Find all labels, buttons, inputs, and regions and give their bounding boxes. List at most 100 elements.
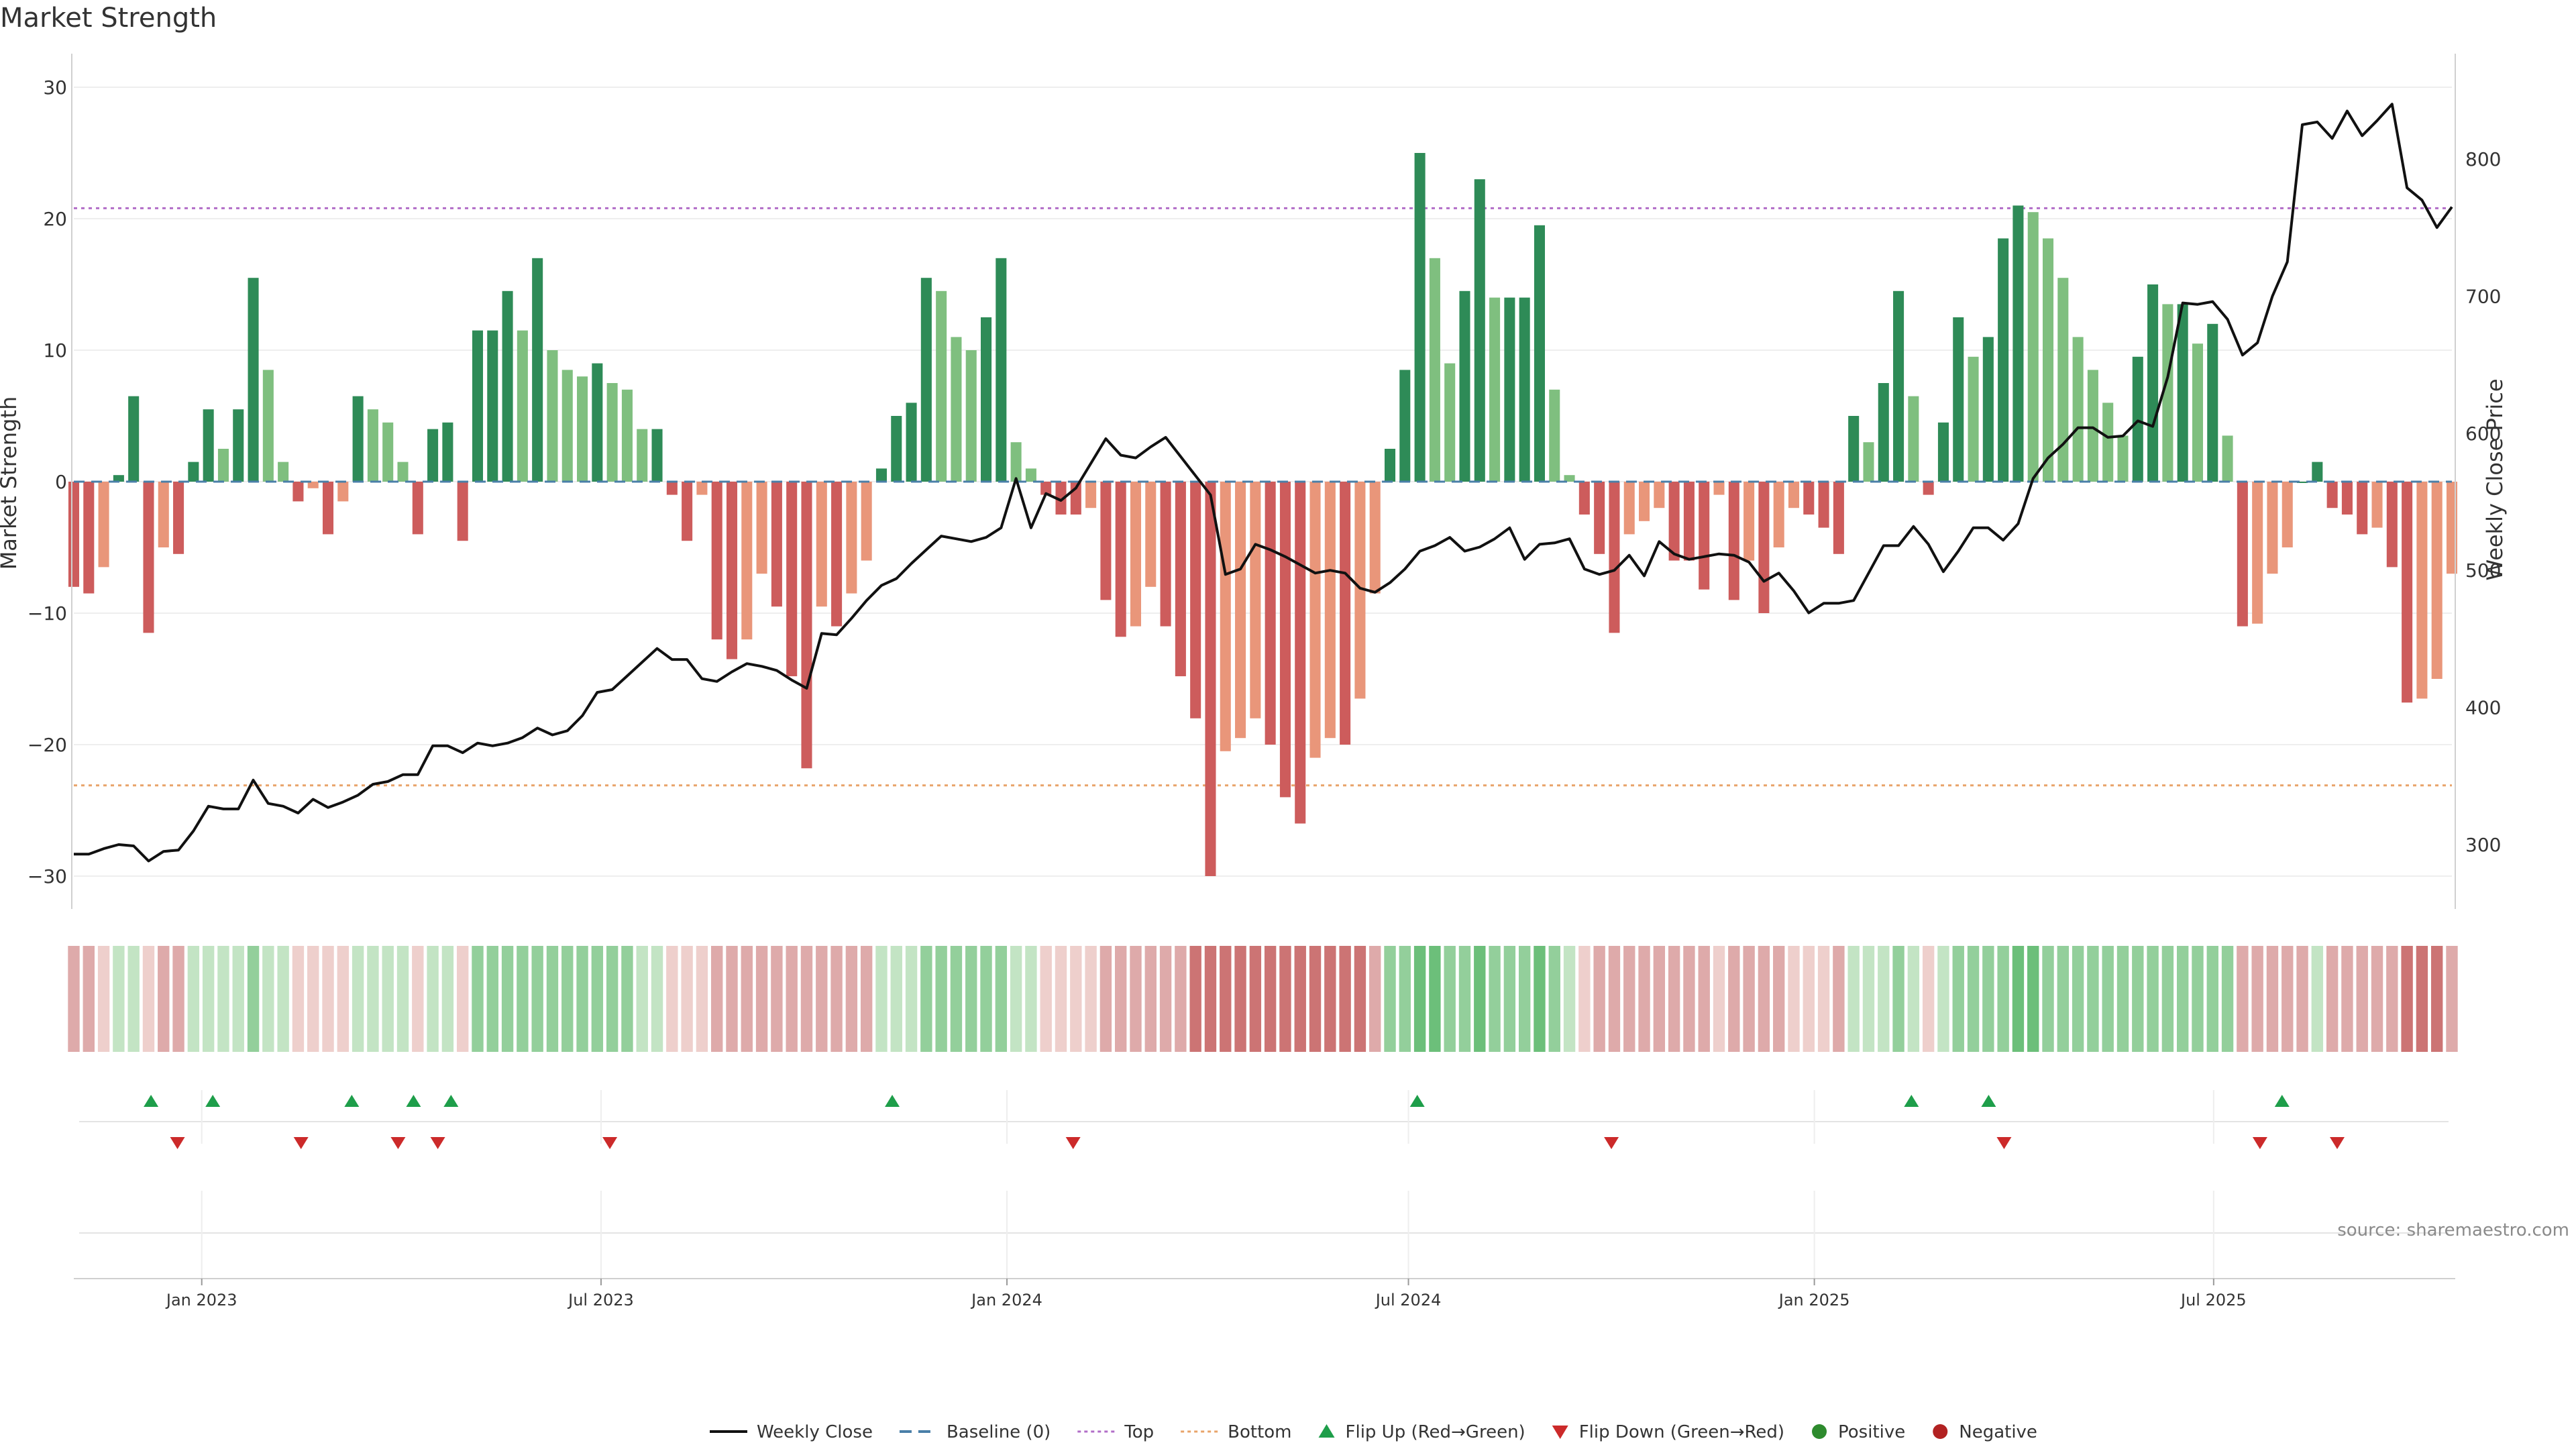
strength-bar bbox=[1115, 482, 1126, 637]
trend-cell bbox=[1623, 946, 1635, 1052]
strength-bar bbox=[2297, 482, 2308, 483]
trend-cell bbox=[1070, 946, 1082, 1052]
trend-cell bbox=[1653, 946, 1666, 1052]
flip-up-marker bbox=[406, 1095, 421, 1107]
trend-cell bbox=[1309, 946, 1322, 1052]
strength-bar bbox=[547, 350, 558, 482]
strength-bar bbox=[2087, 370, 2098, 482]
strength-bar bbox=[592, 363, 603, 482]
legend-label: Positive bbox=[1838, 1422, 1905, 1442]
strength-bar bbox=[1878, 383, 1889, 482]
trend-cell bbox=[726, 946, 738, 1052]
legend-label: Flip Up (Red→Green) bbox=[1346, 1422, 1525, 1442]
strength-bar bbox=[846, 482, 857, 594]
trend-cell bbox=[651, 946, 663, 1052]
flip-up-marker bbox=[205, 1095, 221, 1107]
trend-cell bbox=[307, 946, 319, 1052]
y-tick-label-right: 300 bbox=[2465, 834, 2501, 856]
strength-bar bbox=[936, 290, 947, 482]
trend-cell bbox=[83, 946, 95, 1052]
trend-cell bbox=[1085, 946, 1097, 1052]
flip-down-marker bbox=[2329, 1137, 2345, 1149]
strength-bar bbox=[861, 482, 872, 561]
strength-bar bbox=[412, 482, 423, 535]
trend-cell bbox=[1862, 946, 1875, 1052]
legend-swatch bbox=[1318, 1424, 1335, 1438]
trend-cell bbox=[68, 946, 80, 1052]
strength-bar bbox=[1578, 482, 1590, 515]
trend-cell bbox=[1713, 946, 1725, 1052]
strength-bar bbox=[68, 482, 80, 587]
trend-cell bbox=[1907, 946, 1920, 1052]
y-tick-label-right: 700 bbox=[2465, 285, 2501, 307]
strength-bar bbox=[2341, 482, 2353, 515]
weekly-close-line bbox=[74, 103, 2453, 863]
strength-bar bbox=[203, 409, 214, 482]
trend-cell bbox=[1548, 946, 1560, 1052]
trend-cell bbox=[2132, 946, 2144, 1052]
trend-cell bbox=[2386, 946, 2398, 1052]
strength-bar bbox=[621, 389, 633, 482]
strength-bar bbox=[2282, 482, 2293, 547]
reference-lines bbox=[74, 207, 2452, 787]
strength-bar bbox=[906, 402, 917, 482]
trend-cell bbox=[1997, 946, 2009, 1052]
strength-bar bbox=[996, 258, 1007, 482]
trend-cell bbox=[217, 946, 229, 1052]
strength-bar bbox=[248, 278, 259, 482]
strength-bar bbox=[2252, 482, 2263, 624]
trend-cell bbox=[2251, 946, 2263, 1052]
strength-bar bbox=[1160, 482, 1171, 627]
strength-bar bbox=[651, 429, 663, 482]
strength-bar bbox=[457, 482, 468, 541]
trend-cell bbox=[2446, 946, 2458, 1052]
trend-cell bbox=[546, 946, 559, 1052]
trend-cell bbox=[2431, 946, 2443, 1052]
x-tick-label: Jul 2024 bbox=[1375, 1291, 1442, 1309]
trend-cell bbox=[187, 946, 200, 1052]
chart-title: Market Strength bbox=[0, 3, 217, 34]
strength-bar bbox=[173, 482, 184, 554]
trend-cell bbox=[456, 946, 469, 1052]
strength-bar bbox=[606, 383, 618, 482]
strength-bar bbox=[1609, 482, 1620, 633]
weekly-close-series bbox=[74, 103, 2453, 863]
trend-cell bbox=[1429, 946, 1441, 1052]
y-tick-label-right: 500 bbox=[2465, 559, 2501, 582]
trend-cell bbox=[875, 946, 888, 1052]
flip-up-marker bbox=[1409, 1095, 1425, 1107]
strength-bar bbox=[2012, 205, 2024, 482]
trend-cell bbox=[1608, 946, 1621, 1052]
trend-cell bbox=[1503, 946, 1516, 1052]
strength-bar bbox=[682, 482, 693, 541]
trend-cell bbox=[1249, 946, 1262, 1052]
strength-bar bbox=[128, 396, 140, 482]
trend-cell bbox=[1444, 946, 1456, 1052]
strength-bar bbox=[158, 482, 169, 547]
strength-bar bbox=[1384, 449, 1396, 482]
trend-cell bbox=[1294, 946, 1306, 1052]
x-tick-label: Jan 2025 bbox=[1778, 1291, 1850, 1309]
flip-up-marker bbox=[2274, 1095, 2290, 1107]
gridlines bbox=[74, 87, 2452, 877]
legend-label: Bottom bbox=[1228, 1422, 1291, 1442]
strength-bar bbox=[2192, 343, 2204, 482]
strength-bar bbox=[367, 409, 378, 482]
strength-bar bbox=[577, 376, 588, 482]
strength-bar bbox=[1668, 482, 1680, 561]
strength-bar bbox=[1190, 482, 1201, 718]
strength-bar bbox=[1893, 290, 1904, 482]
strength-bar bbox=[1040, 482, 1052, 495]
trend-cell bbox=[2416, 946, 2428, 1052]
trend-cell bbox=[2311, 946, 2324, 1052]
strength-bar bbox=[666, 482, 678, 495]
strength-bar bbox=[1953, 317, 1964, 482]
trend-cell bbox=[142, 946, 155, 1052]
trend-cell bbox=[711, 946, 723, 1052]
trend-cell bbox=[2282, 946, 2294, 1052]
trend-cell bbox=[292, 946, 305, 1052]
strength-bar bbox=[1444, 363, 1456, 482]
flip-down-marker bbox=[293, 1137, 309, 1149]
strength-bar bbox=[1474, 179, 1485, 482]
trend-cell bbox=[277, 946, 289, 1052]
